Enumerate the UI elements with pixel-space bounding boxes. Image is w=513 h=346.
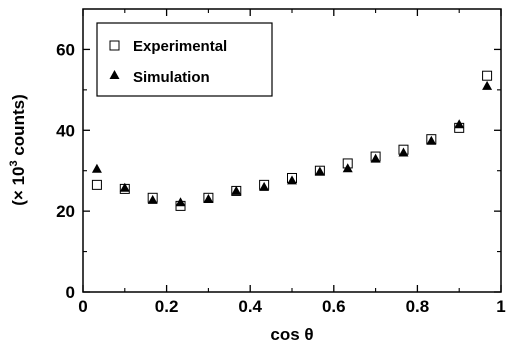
simulation-point (342, 163, 353, 173)
y-tick-label: 60 (56, 40, 75, 59)
simulation-point (398, 147, 409, 157)
y-tick-label: 40 (56, 121, 75, 140)
experimental-point (91, 179, 102, 190)
simulation-point (175, 197, 186, 207)
x-tick-label: 1 (496, 297, 505, 316)
y-tick-label: 0 (66, 283, 75, 302)
simulation-point (203, 194, 214, 204)
simulation-point (287, 175, 297, 185)
experimental-point (482, 70, 493, 81)
simulation-point (119, 182, 130, 192)
y-axis-title: (× 103 counts) (8, 94, 28, 205)
legend-label-experimental: Experimental (133, 38, 227, 55)
simulation-point (314, 166, 325, 176)
simulation-point (426, 135, 437, 145)
y-axis-title-prefix: (× 10 (9, 167, 28, 206)
x-tick-label: 0.2 (155, 297, 179, 316)
x-tick-label: 0 (78, 297, 87, 316)
x-tick-label: 0.4 (238, 297, 262, 316)
legend-marker-simulation (109, 70, 120, 79)
simulation-point (370, 153, 381, 163)
simulation-point (231, 185, 242, 195)
simulation-point (454, 119, 465, 129)
x-axis-title: cos θ (270, 325, 313, 344)
simulation-point (259, 181, 270, 191)
x-tick-label: 0.6 (322, 297, 346, 316)
y-tick-label: 20 (56, 202, 75, 221)
y-axis-title-suffix: counts) (9, 94, 28, 160)
simulation-point (147, 194, 158, 204)
y-axis-title-exponent: 3 (8, 160, 20, 166)
tick-labels: 0 0.2 0.4 0.6 0.8 1 0 20 40 60 (56, 40, 506, 316)
legend-label-simulation: Simulation (133, 69, 210, 86)
legend-box (96, 22, 273, 97)
legend: Experimental Simulation (96, 22, 273, 97)
simulation-point (91, 163, 102, 173)
axis-ticks (82, 9, 502, 293)
x-tick-label: 0.8 (406, 297, 430, 316)
simulation-point (482, 80, 493, 90)
data-points (91, 70, 493, 211)
legend-marker-experimental (109, 40, 120, 51)
